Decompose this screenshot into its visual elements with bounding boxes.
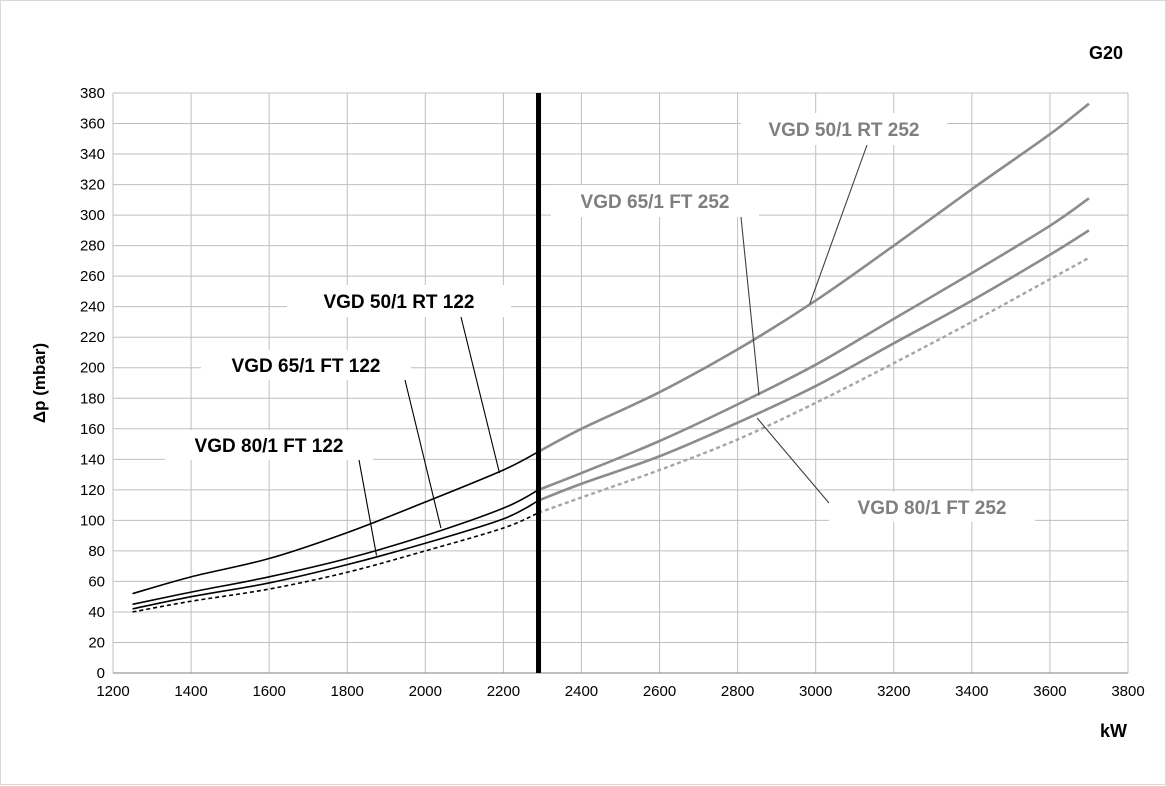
series-line-vgd-65-1-ft-122	[132, 489, 539, 606]
chart-title: G20	[1089, 43, 1123, 63]
label-box-vgd-80-1-ft-122	[165, 430, 373, 460]
series-line-vgd-50-1-rt-252	[537, 102, 1090, 453]
leader-line-vgd-80-1-ft-122	[358, 459, 378, 556]
y-tick-label: 340	[80, 146, 105, 163]
label-box-vgd-80-1-ft-252	[829, 492, 1035, 522]
y-tick-label: 20	[88, 634, 105, 651]
y-tick-label: 300	[80, 207, 105, 224]
label-box-vgd-65-1-ft-122	[201, 350, 411, 380]
y-tick-label: 100	[80, 512, 105, 529]
series-lines	[132, 102, 1090, 613]
leader-line-vgd-65-1-ft-122	[404, 379, 442, 529]
x-tick-label: 2800	[721, 683, 754, 700]
leader-line-vgd-65-1-ft-252	[740, 216, 760, 396]
gridlines	[112, 92, 1129, 674]
series-label-vgd-65-1-ft-252: VGD 65/1 FT 252	[581, 192, 730, 213]
x-axis-label: kW	[1100, 721, 1127, 741]
y-tick-label: 40	[88, 604, 105, 621]
series-line-vgd-80-1-ft-122	[132, 499, 539, 610]
y-axis-label: Δp (mbar)	[30, 343, 49, 423]
series-line-dashed-7	[538, 256, 1090, 514]
y-tick-label: 80	[88, 543, 105, 560]
annotations: VGD 50/1 RT 122 VGD 65/1 FT 122 VGD 80/1 F…	[165, 113, 1035, 556]
series-line-dashed-3	[132, 512, 539, 613]
y-tick-label: 240	[80, 299, 105, 316]
y-tick-label: 120	[80, 482, 105, 499]
series-label-vgd-65-1-ft-122: VGD 65/1 FT 122	[232, 356, 381, 377]
x-tick-label: 1600	[252, 683, 285, 700]
label-box-vgd-50-1-rt-252	[741, 113, 947, 145]
leader-line-vgd-80-1-ft-252	[756, 417, 830, 504]
x-tick-label: 2600	[643, 683, 676, 700]
x-tick-label: 2400	[565, 683, 598, 700]
y-tick-label: 360	[80, 116, 105, 133]
leader-line-vgd-50-1-rt-122	[460, 316, 501, 474]
y-tick-label: 60	[88, 573, 105, 590]
x-tick-label: 3200	[877, 683, 910, 700]
series-label-vgd-50-1-rt-252: VGD 50/1 RT 252	[768, 120, 919, 141]
x-tick-label: 1800	[331, 683, 364, 700]
x-tick-label: 3400	[955, 683, 988, 700]
y-tick-label: 200	[80, 360, 105, 377]
label-box-vgd-50-1-rt-122	[287, 285, 511, 317]
y-tick-label: 180	[80, 390, 105, 407]
x-tick-label: 3000	[799, 683, 832, 700]
y-tick-label: 220	[80, 329, 105, 346]
y-tick-label: 280	[80, 238, 105, 255]
x-tick-label: 3600	[1033, 683, 1066, 700]
x-tick-label: 1400	[174, 683, 207, 700]
y-tick-label: 140	[80, 451, 105, 468]
y-tick-label: 0	[97, 665, 105, 682]
series-label-vgd-50-1-rt-122: VGD 50/1 RT 122	[323, 292, 474, 313]
y-tick-label: 160	[80, 421, 105, 438]
y-tick-label: 380	[80, 85, 105, 102]
label-box-vgd-65-1-ft-252	[551, 185, 759, 217]
series-line-vgd-50-1-rt-122	[132, 450, 539, 595]
x-tick-label: 3800	[1111, 683, 1144, 700]
y-tick-label: 260	[80, 268, 105, 285]
leader-line-vgd-50-1-rt-252	[809, 144, 868, 304]
x-tick-label: 2200	[487, 683, 520, 700]
x-tick-label: 1200	[96, 683, 129, 700]
series-line-vgd-65-1-ft-252	[538, 197, 1090, 492]
y-tick-label: 320	[80, 177, 105, 194]
series-label-vgd-80-1-ft-252: VGD 80/1 FT 252	[858, 498, 1007, 519]
tick-labels: 1200 1400 1600 1800 2000 2200 2400 2600 2800 3000…	[80, 85, 1145, 700]
series-line-vgd-80-1-ft-252	[538, 229, 1090, 502]
x-tick-label: 2000	[409, 683, 442, 700]
series-label-vgd-80-1-ft-122: VGD 80/1 FT 122	[195, 436, 344, 457]
